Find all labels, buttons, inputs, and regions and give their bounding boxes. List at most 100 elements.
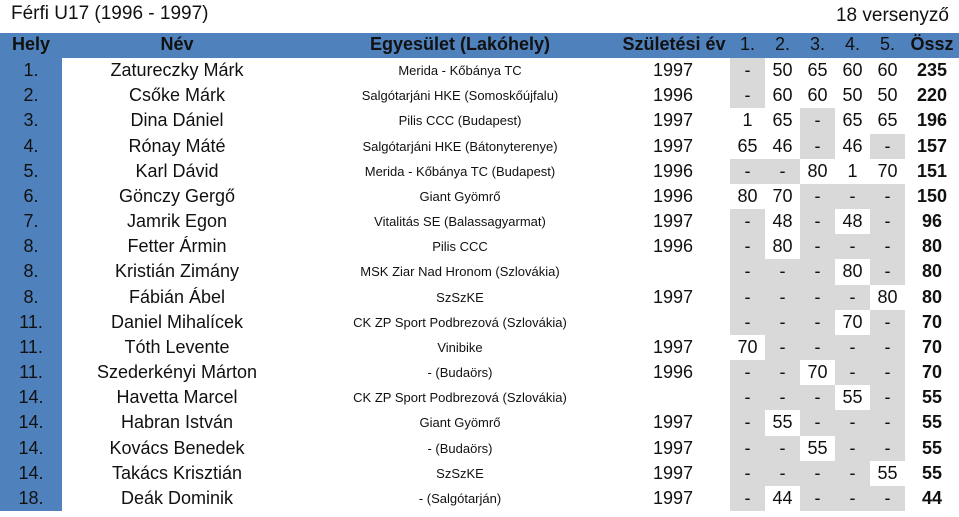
total-cell: 70 — [921, 362, 943, 383]
table-row: 18. Deák Dominik - (Salgótarján) 1997-44- - -… — [0, 485, 959, 512]
table-row: 2. Csőke Márk Salgótarjáni HKE (Somoskőújf… — [0, 83, 959, 109]
result-cell-2: 80 — [772, 236, 793, 257]
total-cell: 157 — [916, 135, 948, 156]
birth-year-cell: 1996 — [652, 160, 694, 181]
result-cell-1: 65 — [737, 135, 758, 156]
total-cell: 80 — [921, 286, 943, 307]
total-cell: 151 — [916, 160, 948, 181]
result-cell-3: - — [800, 485, 835, 512]
result-cell-1: 1 — [742, 110, 753, 131]
place-cell: 14. — [0, 460, 62, 486]
place-cell: 4. — [0, 133, 62, 159]
result-cell-4: - — [835, 334, 870, 361]
result-cell-4: - — [835, 460, 870, 486]
place-cell: 18. — [0, 485, 62, 512]
birth-year-cell — [630, 385, 716, 410]
result-cell-4: 65 — [842, 110, 863, 131]
total-cell: 96 — [921, 211, 943, 232]
name-cell: Szederkényi Márton — [96, 362, 258, 383]
result-cell-4: - — [835, 410, 870, 436]
result-cell-2: - — [765, 309, 800, 335]
birth-year-cell: 1997 — [652, 412, 694, 433]
result-cell-5: 60 — [877, 60, 898, 80]
result-cell-2: 46 — [772, 135, 793, 156]
place-cell: 5. — [0, 158, 62, 184]
result-cell-4: 60 — [842, 60, 863, 80]
header-result-5: 5. — [879, 34, 895, 54]
result-cell-2: 48 — [772, 211, 793, 232]
name-cell: Csőke Márk — [128, 85, 226, 106]
header-name: Név — [160, 34, 194, 54]
place-cell: 8. — [0, 259, 62, 285]
participant-count: 18 versenyző — [835, 5, 949, 26]
total-cell: 235 — [916, 60, 948, 80]
club-cell: Pilis CCC — [432, 239, 488, 255]
result-cell-1: - — [730, 284, 765, 310]
result-cell-5: - — [870, 209, 905, 235]
result-cell-2: 60 — [772, 85, 793, 106]
name-cell: Kristián Zimány — [114, 261, 240, 282]
total-cell: 196 — [916, 110, 948, 131]
birth-year-cell: 1997 — [652, 487, 694, 508]
name-cell: Havetta Marcel — [116, 387, 238, 408]
result-cell-1: 80 — [737, 185, 758, 206]
birth-year-cell: 1997 — [652, 60, 694, 80]
name-cell: Jamrik Egon — [126, 211, 228, 232]
table-row: 14. Havetta Marcel CK ZP Sport Podbrezová … — [0, 385, 959, 411]
result-cell-5: - — [870, 410, 905, 436]
result-cell-5: - — [870, 259, 905, 285]
total-cell: 55 — [921, 462, 943, 483]
result-cell-5: - — [870, 309, 905, 335]
title-row: Férfi U17 (1996 - 1997) 18 versenyző — [0, 0, 959, 33]
table-row: 1. Zatureczky Márk Merida - Kőbánya TC 1997… — [0, 58, 959, 84]
result-cell-3: - — [800, 385, 835, 411]
result-cell-3: 65 — [807, 60, 828, 80]
result-cell-4: 70 — [842, 311, 863, 332]
name-cell: Dina Dániel — [130, 110, 224, 131]
table-row: 8. Kristián Zimány MSK Ziar Nad Hronom (Sz… — [0, 259, 959, 285]
result-cell-2: 70 — [772, 185, 793, 206]
header-total: Össz — [910, 34, 954, 54]
result-cell-2: - — [765, 334, 800, 361]
place-cell: 3. — [0, 108, 62, 134]
result-cell-3: - — [800, 334, 835, 361]
result-cell-2: - — [765, 259, 800, 285]
club-cell: Vinibike — [437, 339, 483, 355]
header-birth-year: Születési év — [622, 34, 726, 54]
club-cell: Merida - Kőbánya TC (Budapest) — [364, 163, 556, 179]
birth-year-cell: 1997 — [652, 135, 694, 156]
result-cell-5: - — [870, 385, 905, 411]
name-cell: Fábián Ábel — [128, 286, 226, 307]
result-cell-4: 50 — [842, 85, 863, 106]
header-result-2: 2. — [774, 34, 790, 54]
result-cell-3: - — [800, 309, 835, 335]
name-cell: Zatureczky Márk — [110, 60, 244, 80]
result-cell-4: 1 — [847, 160, 858, 181]
birth-year-cell: 1997 — [652, 110, 694, 131]
name-cell: Tóth Levente — [124, 336, 230, 357]
table-row: 6. Gönczy Gergő Giant Gyömrő 1996 80 70- - -150 — [0, 183, 959, 210]
result-cell-1: - — [730, 410, 765, 436]
result-cell-5: 50 — [877, 85, 898, 106]
place-cell: 7. — [0, 209, 62, 235]
table-row: 4. Rónay Máté Salgótarjáni HKE (Bátonytere… — [0, 133, 959, 159]
birth-year-cell: 1997 — [652, 211, 694, 232]
total-cell: 80 — [921, 261, 943, 282]
result-cell-1: - — [730, 158, 765, 184]
place-cell: 11. — [0, 309, 62, 335]
table-row: 11. Tóth Levente Vinibike 1997 70- - - -70 — [0, 334, 959, 361]
result-cell-1: - — [730, 485, 765, 512]
result-cell-5: - — [870, 334, 905, 361]
result-cell-2: 55 — [772, 412, 793, 433]
result-cell-3: - — [800, 183, 835, 210]
club-cell: Merida - Kőbánya TC — [398, 63, 522, 78]
birth-year-cell: 1997 — [652, 462, 694, 483]
table-row: 3. Dina Dániel Pilis CCC (Budapest) 1997 1 65… — [0, 108, 959, 134]
result-cell-5: - — [870, 234, 905, 260]
result-cell-3: - — [800, 460, 835, 486]
result-cell-3: - — [800, 284, 835, 310]
place-cell: 1. — [0, 58, 62, 84]
result-cell-1: - — [730, 83, 765, 109]
birth-year-cell — [630, 310, 716, 335]
